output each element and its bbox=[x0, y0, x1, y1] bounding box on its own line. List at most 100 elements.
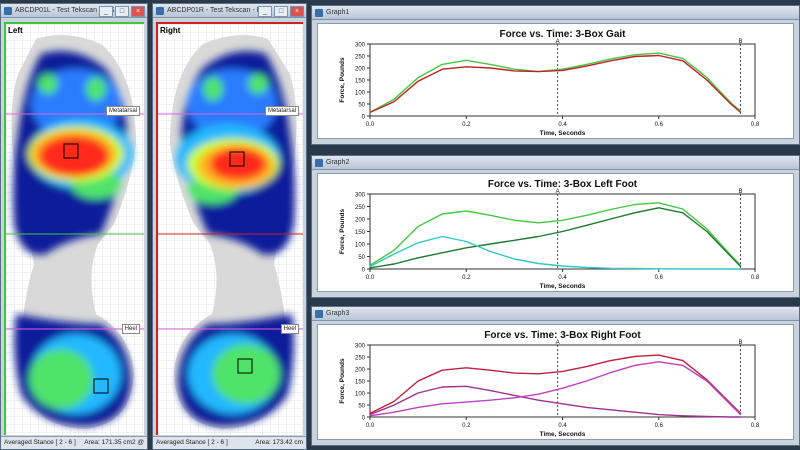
y-axis-label: Force, Pounds bbox=[339, 209, 346, 255]
series-line-3 bbox=[369, 235, 741, 270]
x-tick-label: 0.6 bbox=[655, 423, 664, 429]
left-status-bar: Averaged Stance [ 2 - 6 ] Area: 171.35 c… bbox=[1, 436, 147, 449]
heel-region-tag[interactable]: Heel bbox=[121, 324, 140, 334]
graph3-plot-area[interactable]: Force vs. Time: 3-Box Right Foot 0 50 100 15… bbox=[317, 324, 794, 440]
y-tick-label: 200 bbox=[355, 218, 366, 224]
graph3-title: Graph3 bbox=[326, 310, 350, 317]
y-tick-label: 150 bbox=[355, 230, 366, 236]
right-window-titlebar[interactable]: ABCDP01R - Test Tekscan - P... _ □ × bbox=[153, 4, 306, 18]
y-tick-label: 50 bbox=[358, 103, 365, 109]
y-tick-label: 300 bbox=[355, 43, 366, 49]
x-tick-label: 0.4 bbox=[558, 423, 567, 429]
x-tick-label: 0.4 bbox=[558, 122, 567, 128]
y-tick-label: 150 bbox=[355, 79, 366, 85]
x-tick-label: 0.8 bbox=[751, 122, 760, 128]
metatarsal-region-tag[interactable]: Metatarsal bbox=[105, 106, 140, 116]
right-foot-label: Right bbox=[160, 26, 181, 35]
chart-title: Force vs. Time: 3-Box Gait bbox=[500, 29, 627, 40]
y-tick-label: 0 bbox=[362, 268, 366, 274]
x-tick-label: 0.0 bbox=[366, 122, 375, 128]
metatarsal-region-tag[interactable]: Metatarsal bbox=[264, 106, 299, 116]
y-tick-label: 150 bbox=[355, 380, 366, 386]
graph1-plot-area[interactable]: Force vs. Time: 3-Box Gait 0 50 100 150 200 25… bbox=[317, 23, 794, 139]
right-stance-status: Averaged Stance [ 2 - 6 ] bbox=[156, 439, 228, 446]
graph3-window[interactable]: Graph3 Force vs. Time: 3-Box Right Foot 0… bbox=[311, 306, 800, 446]
series-line-2 bbox=[369, 385, 741, 418]
marker-label-b: B bbox=[739, 189, 743, 195]
graph1-chart: Force vs. Time: 3-Box Gait 0 50 100 150 200 25… bbox=[339, 29, 760, 137]
y-tick-label: 0 bbox=[362, 416, 366, 422]
close-button[interactable]: × bbox=[131, 6, 145, 17]
right-status-bar: Averaged Stance [ 2 - 6 ] Area: 173.42 c… bbox=[153, 436, 306, 449]
y-tick-label: 100 bbox=[355, 243, 366, 249]
app-icon bbox=[4, 7, 12, 15]
series-line-2 bbox=[369, 207, 742, 269]
series-line-3 bbox=[369, 361, 742, 417]
y-tick-label: 0 bbox=[362, 115, 366, 121]
maximize-button[interactable]: □ bbox=[274, 6, 288, 17]
app-icon bbox=[156, 7, 164, 15]
y-tick-label: 300 bbox=[355, 193, 366, 199]
x-tick-label: 0.0 bbox=[366, 423, 375, 429]
left-area-status: Area: 171.35 cm2 @ bbox=[84, 439, 144, 446]
x-tick-label: 0.6 bbox=[655, 122, 664, 128]
marker-label-a: A bbox=[556, 340, 560, 346]
close-button[interactable]: × bbox=[290, 6, 304, 17]
x-tick-label: 0.2 bbox=[462, 122, 471, 128]
left-stance-status: Averaged Stance [ 2 - 6 ] bbox=[4, 439, 76, 446]
graph3-titlebar[interactable]: Graph3 bbox=[312, 307, 799, 321]
y-tick-label: 100 bbox=[355, 91, 366, 97]
left-window-titlebar[interactable]: ABCDP01L - Test Tekscan - P/SA _ □ × bbox=[1, 4, 147, 18]
right-area-status: Area: 173.42 cm bbox=[255, 439, 303, 446]
heel-region-tag[interactable]: Heel bbox=[280, 324, 299, 334]
graph2-titlebar[interactable]: Graph2 bbox=[312, 156, 799, 170]
graph2-chart: Force vs. Time: 3-Box Left Foot 0 50 100 150… bbox=[339, 179, 760, 290]
series-line-1 bbox=[369, 354, 742, 415]
left-pressure-map[interactable]: Left Metatarsal Heel bbox=[4, 22, 144, 435]
right-pressure-map[interactable]: Right Metatarsal Heel bbox=[156, 22, 303, 435]
y-axis-label: Force, Pounds bbox=[339, 358, 346, 404]
x-tick-label: 0.6 bbox=[655, 275, 664, 281]
graph2-title: Graph2 bbox=[326, 159, 350, 166]
y-tick-label: 250 bbox=[355, 205, 366, 211]
y-tick-label: 200 bbox=[355, 368, 366, 374]
y-tick-label: 100 bbox=[355, 392, 366, 398]
x-tick-label: 0.8 bbox=[751, 275, 760, 281]
left-foot-window[interactable]: ABCDP01L - Test Tekscan - P/SA _ □ × bbox=[0, 3, 148, 450]
x-tick-label: 0.2 bbox=[462, 423, 471, 429]
marker-label-a: A bbox=[556, 39, 560, 45]
graph-icon bbox=[315, 9, 323, 17]
y-tick-label: 50 bbox=[358, 255, 365, 261]
graph2-plot-area[interactable]: Force vs. Time: 3-Box Left Foot 0 50 100 150… bbox=[317, 173, 794, 292]
series-line-1 bbox=[369, 52, 742, 114]
y-tick-label: 300 bbox=[355, 344, 366, 350]
x-axis-label: Time, Seconds bbox=[540, 283, 586, 290]
graph3-chart: Force vs. Time: 3-Box Right Foot 0 50 100 15… bbox=[339, 330, 760, 438]
minimize-button[interactable]: _ bbox=[258, 6, 272, 17]
y-tick-label: 200 bbox=[355, 67, 366, 73]
x-axis-label: Time, Seconds bbox=[540, 431, 586, 438]
chart-title: Force vs. Time: 3-Box Right Foot bbox=[484, 330, 641, 341]
y-tick-label: 250 bbox=[355, 356, 366, 362]
series-line-2 bbox=[369, 54, 742, 114]
x-tick-label: 0.2 bbox=[462, 275, 471, 281]
chart-title: Force vs. Time: 3-Box Left Foot bbox=[488, 179, 638, 190]
marker-label-b: B bbox=[739, 39, 743, 45]
maximize-button[interactable]: □ bbox=[115, 6, 129, 17]
graph1-window[interactable]: Graph1 Force vs. Time: 3-Box Gait 0 50 100 1… bbox=[311, 5, 800, 145]
x-tick-label: 0.4 bbox=[558, 275, 567, 281]
x-axis-label: Time, Seconds bbox=[540, 130, 586, 137]
x-tick-label: 0.8 bbox=[751, 423, 760, 429]
left-foot-heatmap bbox=[6, 24, 144, 435]
left-foot-label: Left bbox=[8, 26, 23, 35]
right-window-title: ABCDP01R - Test Tekscan - P... bbox=[167, 7, 267, 14]
right-foot-window[interactable]: ABCDP01R - Test Tekscan - P... _ □ × bbox=[152, 3, 307, 450]
minimize-button[interactable]: _ bbox=[99, 6, 113, 17]
graph-icon bbox=[315, 159, 323, 167]
series-line-1 bbox=[369, 202, 742, 266]
y-axis-label: Force, Pounds bbox=[339, 57, 346, 103]
marker-label-b: B bbox=[739, 340, 743, 346]
graph2-window[interactable]: Graph2 Force vs. Time: 3-Box Left Foot 0 5… bbox=[311, 155, 800, 298]
y-tick-label: 250 bbox=[355, 55, 366, 61]
graph1-titlebar[interactable]: Graph1 bbox=[312, 6, 799, 20]
